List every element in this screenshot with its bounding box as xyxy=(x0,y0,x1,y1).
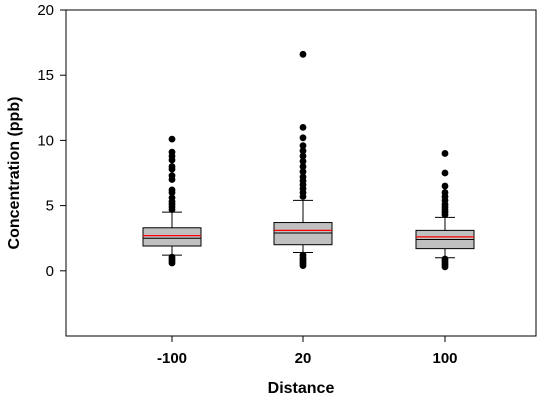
outlier-point xyxy=(168,186,176,194)
outlier-point xyxy=(299,134,307,142)
outlier-point xyxy=(168,253,176,261)
y-tick-label: 20 xyxy=(37,2,54,19)
outlier-point xyxy=(299,173,307,181)
x-axis-title: Distance xyxy=(268,380,335,397)
plot-area-frame xyxy=(65,9,537,337)
box-20 xyxy=(273,50,333,269)
outlier-point xyxy=(299,152,307,160)
outlier-point xyxy=(299,123,307,131)
outlier-point xyxy=(441,255,449,263)
interquartile-box xyxy=(142,227,202,247)
y-axis: 0 5 10 15 20 xyxy=(37,2,66,280)
y-tick-label: 15 xyxy=(37,67,54,84)
outlier-point xyxy=(168,172,176,180)
x-tick-label: 20 xyxy=(295,350,312,367)
outlier-point xyxy=(441,189,449,196)
y-tick-label: 10 xyxy=(37,132,54,149)
y-tick-label: 0 xyxy=(46,263,54,280)
outlier-point xyxy=(299,147,307,155)
outlier-point xyxy=(168,194,176,202)
box-series xyxy=(142,50,475,271)
x-tick-label: -100 xyxy=(157,350,187,367)
outlier-point xyxy=(299,251,307,259)
outlier-point xyxy=(441,169,449,177)
x-tick-label: 100 xyxy=(432,350,457,367)
box-100 xyxy=(415,150,475,271)
y-axis-title: Concentration (ppb) xyxy=(6,97,23,250)
outlier-point xyxy=(299,163,307,170)
outlier-point xyxy=(441,182,449,190)
outlier-point xyxy=(168,163,176,170)
outlier-point xyxy=(168,148,176,156)
x-axis: -100 20 100 xyxy=(157,336,458,367)
outlier-point xyxy=(299,168,307,176)
box--100 xyxy=(142,135,202,267)
outlier-point xyxy=(168,135,176,143)
outlier-point xyxy=(299,50,307,58)
outlier-point xyxy=(441,150,449,157)
outlier-point xyxy=(299,142,307,150)
y-tick-label: 5 xyxy=(46,198,54,215)
outlier-point xyxy=(299,157,307,165)
interquartile-box xyxy=(273,222,333,246)
